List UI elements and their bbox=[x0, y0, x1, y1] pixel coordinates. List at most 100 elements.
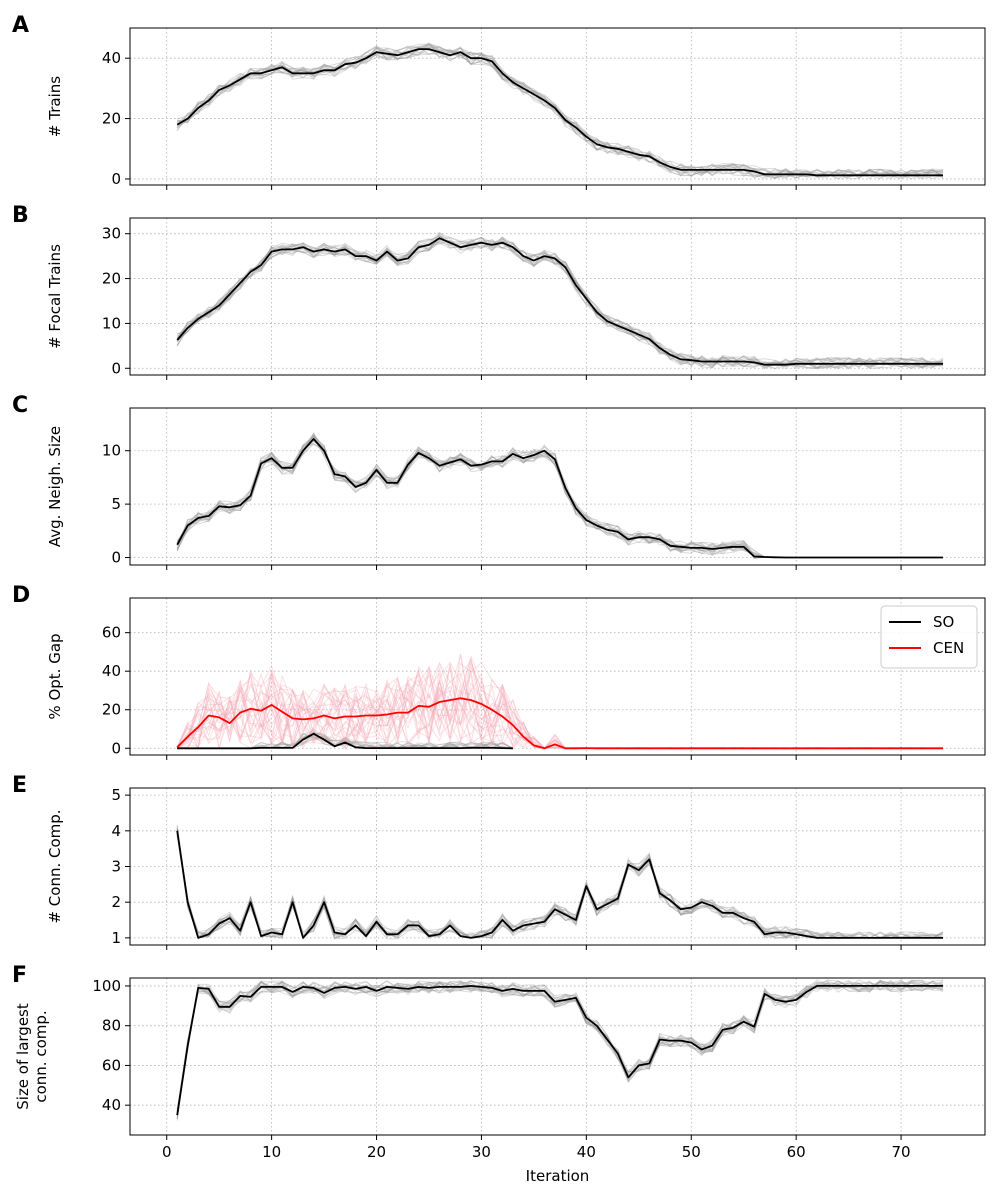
plot-area bbox=[176, 824, 944, 940]
y-axis-label: # Trains bbox=[46, 76, 64, 137]
run-trace bbox=[176, 235, 944, 369]
y-axis-label: Size of largest bbox=[14, 1003, 32, 1110]
run-trace bbox=[176, 827, 944, 940]
run-trace bbox=[176, 435, 943, 558]
y-tick-label: 20 bbox=[102, 701, 121, 719]
series-line bbox=[176, 438, 943, 559]
run-trace bbox=[176, 979, 944, 1110]
panel-B: B 0 10 20 30 # Focal Trains bbox=[12, 203, 986, 380]
panel-E: E 1 2 3 4 5 # Conn. Comp. bbox=[12, 773, 986, 950]
y-tick-label: 2 bbox=[111, 893, 121, 911]
run-trace bbox=[177, 47, 943, 179]
run-trace bbox=[176, 980, 944, 1114]
plot-area bbox=[176, 42, 944, 180]
series-line-cen bbox=[176, 697, 943, 750]
y-axis-label: # Focal Trains bbox=[46, 244, 64, 349]
run-trace bbox=[176, 828, 944, 940]
run-trace bbox=[176, 437, 943, 558]
series-line bbox=[176, 48, 943, 177]
run-trace bbox=[176, 233, 944, 370]
y-tick-label: 0 bbox=[111, 549, 121, 567]
run-trace bbox=[176, 833, 944, 939]
panel-label: E bbox=[12, 773, 27, 798]
run-trace bbox=[176, 661, 944, 750]
panel-A: A 0 20 40 # Trains bbox=[12, 13, 986, 190]
plot-frame bbox=[129, 217, 986, 376]
y-tick-label: 5 bbox=[111, 495, 121, 513]
y-tick-label: 60 bbox=[102, 1056, 121, 1074]
run-trace bbox=[176, 979, 944, 1119]
run-trace bbox=[176, 830, 944, 940]
run-trace bbox=[176, 442, 943, 558]
x-tick-label: 10 bbox=[262, 1143, 281, 1161]
panel-label: B bbox=[12, 203, 29, 228]
panel-label: D bbox=[12, 583, 30, 608]
run-trace bbox=[176, 432, 943, 558]
x-axis-label: Iteration bbox=[526, 1167, 590, 1185]
y-tick-label: 0 bbox=[111, 359, 121, 377]
run-trace bbox=[176, 440, 943, 558]
run-trace bbox=[176, 979, 944, 1112]
x-tick-label: 20 bbox=[367, 1143, 386, 1161]
series-line-so bbox=[177, 732, 513, 750]
run-trace bbox=[176, 830, 944, 940]
run-trace bbox=[176, 46, 944, 180]
run-trace bbox=[176, 443, 943, 558]
run-trace bbox=[176, 979, 944, 1120]
panel-label: C bbox=[12, 393, 28, 418]
run-trace bbox=[176, 827, 944, 939]
y-tick-label: 3 bbox=[111, 858, 121, 876]
run-trace bbox=[176, 439, 943, 560]
run-trace bbox=[176, 232, 944, 370]
run-trace bbox=[176, 981, 944, 1116]
run-trace bbox=[176, 236, 944, 369]
run-trace bbox=[176, 831, 944, 940]
x-tick-label: 30 bbox=[472, 1143, 491, 1161]
plot-frame bbox=[129, 977, 986, 1136]
run-trace bbox=[176, 45, 944, 180]
run-trace bbox=[176, 234, 944, 369]
panel-D: D 0 20 40 60 % Opt. Gap SO CEN bbox=[12, 583, 986, 760]
plot-area bbox=[176, 653, 944, 751]
x-tick-label: 40 bbox=[577, 1143, 596, 1161]
plot-frame bbox=[129, 787, 986, 946]
y-tick-label: 40 bbox=[102, 662, 121, 680]
plot-frame bbox=[129, 27, 986, 186]
y-tick-label: 40 bbox=[102, 49, 121, 67]
y-tick-label: 100 bbox=[92, 977, 121, 995]
y-tick-label: 40 bbox=[102, 1096, 121, 1114]
run-trace bbox=[176, 242, 944, 370]
run-trace bbox=[176, 435, 943, 558]
run-trace bbox=[176, 835, 943, 940]
y-tick-label: 60 bbox=[102, 624, 121, 642]
run-trace bbox=[176, 235, 944, 370]
run-trace bbox=[176, 834, 944, 940]
y-tick-label: 10 bbox=[102, 314, 121, 332]
run-trace bbox=[176, 441, 943, 559]
series-line bbox=[176, 985, 943, 1116]
plot-frame bbox=[129, 407, 986, 566]
run-trace bbox=[176, 435, 943, 558]
run-trace bbox=[176, 236, 944, 370]
x-tick-label: 60 bbox=[787, 1143, 806, 1161]
y-tick-label: 5 bbox=[111, 786, 121, 804]
run-trace bbox=[176, 434, 943, 558]
y-axis-label: % Opt. Gap bbox=[46, 633, 64, 719]
y-tick-label: 20 bbox=[102, 270, 121, 288]
x-tick-label: 50 bbox=[682, 1143, 701, 1161]
plot-area bbox=[176, 979, 944, 1121]
run-trace bbox=[176, 42, 944, 179]
y-tick-label: 30 bbox=[102, 225, 121, 243]
run-trace bbox=[176, 431, 943, 558]
run-trace bbox=[176, 830, 944, 939]
x-tick-label: 70 bbox=[892, 1143, 911, 1161]
run-trace bbox=[176, 434, 943, 558]
run-trace bbox=[176, 236, 944, 369]
run-trace bbox=[176, 42, 944, 180]
run-trace bbox=[177, 237, 944, 370]
y-axis-label: Avg. Neigh. Size bbox=[46, 426, 64, 547]
y-tick-label: 0 bbox=[111, 170, 121, 188]
panel-C: C 0 5 10 Avg. Neigh. Size bbox=[12, 393, 986, 570]
run-trace bbox=[176, 238, 944, 369]
